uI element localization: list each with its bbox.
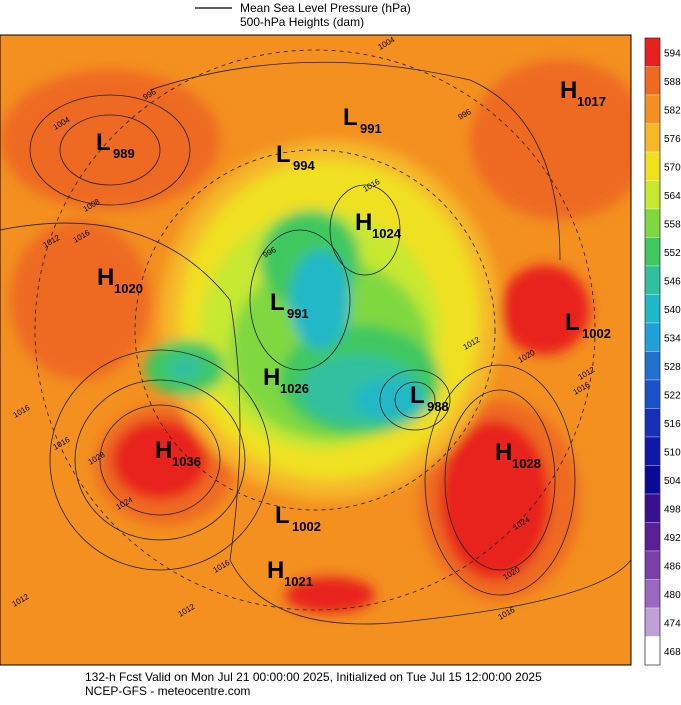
colorbar-swatch — [644, 522, 661, 552]
colorbar-swatch — [644, 351, 661, 381]
colorbar-swatch — [644, 322, 661, 352]
colorbar-label: 582 — [664, 105, 681, 116]
colorbar-label: 558 — [664, 219, 681, 230]
colorbar-label: 546 — [664, 276, 681, 287]
colorbar-label: 528 — [664, 362, 681, 373]
colorbar-label: 564 — [664, 191, 681, 202]
colorbar-swatch — [644, 123, 661, 153]
center-pressure: 994 — [293, 158, 315, 173]
colorbar-label: 552 — [664, 248, 681, 259]
center-letter: H — [560, 77, 577, 104]
colorbar-label: 522 — [664, 390, 681, 401]
colorbar-label: 576 — [664, 134, 681, 145]
footer-line: 132-h Fcst Valid on Mon Jul 21 00:00:00 … — [85, 670, 542, 684]
colorbar-label: 468 — [664, 647, 681, 658]
center-pressure: 991 — [360, 121, 382, 136]
colorbar-swatch — [644, 151, 661, 181]
center-letter: H — [495, 439, 512, 466]
colorbar-label: 516 — [664, 419, 681, 430]
colorbar-swatch — [644, 493, 661, 523]
center-letter: L — [275, 502, 290, 529]
center-letter: L — [343, 104, 358, 131]
colorbar-swatch — [644, 550, 661, 580]
colorbar-swatch — [644, 579, 661, 609]
colorbar-label: 474 — [664, 618, 681, 629]
colorbar-swatch — [644, 94, 661, 124]
center-pressure: 1021 — [284, 574, 313, 589]
center-letter: L — [270, 289, 285, 316]
colorbar-label: 492 — [664, 533, 681, 544]
colorbar-swatch — [644, 408, 661, 438]
center-letter: L — [565, 309, 580, 336]
colorbar-label: 510 — [664, 447, 681, 458]
colorbar-swatch — [644, 208, 661, 238]
map — [0, 35, 631, 665]
center-pressure: 991 — [287, 306, 309, 321]
colorbar-swatch — [644, 180, 661, 210]
colorbar-swatch — [644, 265, 661, 295]
colorbar-swatch — [644, 465, 661, 495]
colorbar-label: 540 — [664, 305, 681, 316]
colorbar-label: 534 — [664, 333, 681, 344]
colorbar-label: 570 — [664, 162, 681, 173]
colorbar: 594 588 582 576 570 564 558 552 546 540 534 528 522 5… — [644, 37, 681, 666]
colorbar-label: 594 — [664, 48, 681, 59]
colorbar-label: 504 — [664, 476, 681, 487]
colorbar-swatch — [644, 379, 661, 409]
center-letter: H — [155, 437, 172, 464]
colorbar-label: 486 — [664, 561, 681, 572]
colorbar-swatch — [644, 607, 661, 637]
colorbar-frame — [644, 37, 661, 666]
center-pressure: 1020 — [114, 281, 143, 296]
center-pressure: 1024 — [372, 226, 402, 241]
center-pressure: 1026 — [280, 381, 309, 396]
center-pressure: 1002 — [292, 519, 321, 534]
center-letter: L — [410, 382, 425, 409]
colorbar-swatch — [644, 237, 661, 267]
colorbar-label: 588 — [664, 77, 681, 88]
colorbar-swatch — [644, 436, 661, 466]
colorbar-swatch — [644, 636, 661, 666]
center-letter: L — [276, 141, 291, 168]
colorbar-label: 480 — [664, 590, 681, 601]
center-letter: H — [263, 364, 280, 391]
colorbar-swatch — [644, 37, 661, 67]
colorbar-label: 498 — [664, 504, 681, 515]
legend-mslp: Mean Sea Level Pressure (hPa) — [240, 1, 411, 15]
legend-heights: 500-hPa Heights (dam) — [240, 15, 364, 29]
center-pressure: 1028 — [512, 456, 541, 471]
colorbar-swatch — [644, 66, 661, 96]
center-letter: H — [355, 209, 372, 236]
center-letter: L — [96, 129, 111, 156]
center-letter: H — [97, 264, 114, 291]
center-pressure: 989 — [113, 146, 135, 161]
footer-line: NCEP-GFS - meteocentre.com — [85, 684, 250, 698]
center-pressure: 1002 — [582, 326, 611, 341]
center-letter: H — [267, 557, 284, 584]
center-pressure: 1017 — [577, 94, 606, 109]
center-pressure: 1036 — [172, 454, 201, 469]
map-frame — [0, 34, 632, 666]
center-pressure: 988 — [427, 399, 449, 414]
colorbar-swatch — [644, 294, 661, 324]
